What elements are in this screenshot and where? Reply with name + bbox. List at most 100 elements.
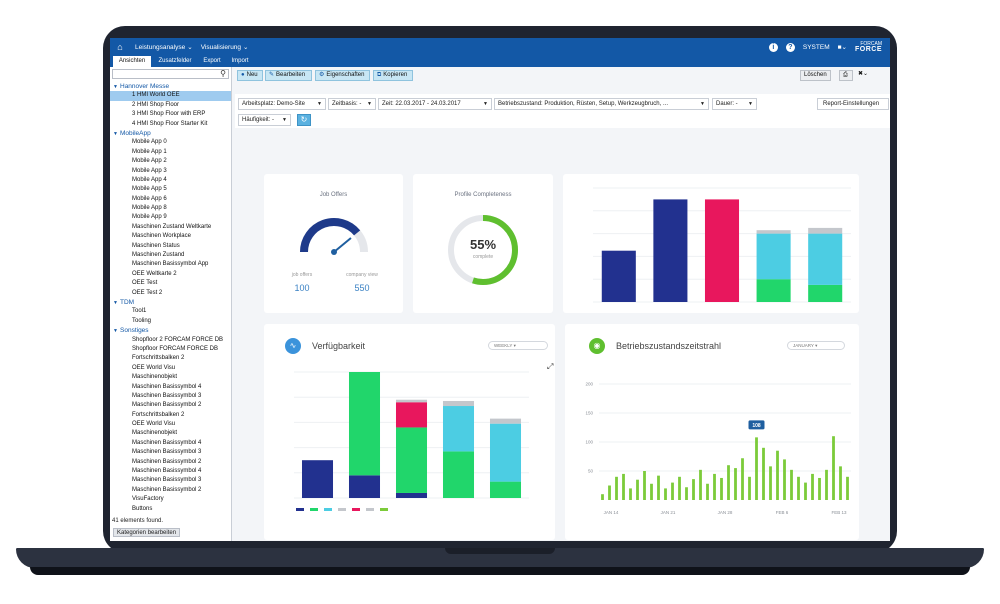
expand-icon[interactable]: ▼ bbox=[113, 299, 118, 306]
timeline-bar bbox=[699, 469, 702, 500]
home-icon[interactable]: ⌂ bbox=[117, 42, 123, 52]
tree-item[interactable]: Fortschrittsbalken 2 bbox=[110, 411, 231, 420]
tree-item[interactable]: Maschinenobjekt bbox=[110, 429, 231, 438]
refresh-icon: ↻ bbox=[300, 115, 308, 124]
print-icon[interactable]: ⎙ bbox=[839, 70, 853, 81]
tree-group[interactable]: ▼ Hannover Messe bbox=[110, 82, 231, 91]
bar-segment bbox=[653, 199, 688, 302]
filter-frequency[interactable]: Häufigkeit: - ▼ bbox=[238, 114, 291, 126]
menu-leistungsanalyse[interactable]: Leistungsanalyse ⌄ bbox=[135, 43, 193, 52]
tree-item[interactable]: Buttons bbox=[110, 505, 231, 514]
tree-item[interactable]: Maschinen Basissymbol 2 bbox=[110, 401, 231, 410]
tree-item[interactable]: Mobile App 3 bbox=[110, 167, 231, 176]
tree-item[interactable]: VisuFactory bbox=[110, 495, 231, 504]
tree-group[interactable]: ▼ TDM bbox=[110, 298, 231, 307]
filter-duration[interactable]: Dauer: - ▼ bbox=[712, 98, 757, 110]
tree-item[interactable]: Maschinen Basissymbol 4 bbox=[110, 439, 231, 448]
tab-zusatzfelder[interactable]: Zusatzfelder bbox=[158, 58, 192, 64]
tree-item[interactable]: OEE Test bbox=[110, 279, 231, 288]
timeline-bar bbox=[657, 475, 660, 500]
tree-item[interactable]: 2 HMI Shop Floor bbox=[110, 101, 231, 110]
tree-item[interactable]: Maschinen Basissymbol 4 bbox=[110, 467, 231, 476]
new-button[interactable]: ● Neu bbox=[237, 70, 263, 81]
tree-item[interactable]: Maschinen Zustand bbox=[110, 251, 231, 260]
tree-item[interactable]: Shopfloor FORCAM FORCE DB bbox=[110, 345, 231, 354]
delete-button[interactable]: Löschen bbox=[800, 70, 831, 81]
expand-icon[interactable]: ⤢ bbox=[547, 362, 554, 371]
tree-item-label: Maschinen Basissymbol 3 bbox=[132, 477, 202, 484]
tree-item[interactable]: Maschinen Status bbox=[110, 242, 231, 251]
bar-segment bbox=[348, 475, 381, 498]
tree-item[interactable]: OEE Test 2 bbox=[110, 289, 231, 298]
logo-bottom: FORCE bbox=[855, 46, 882, 53]
filter-timebase[interactable]: Zeitbasis: - ▼ bbox=[328, 98, 376, 110]
tree-item-label: Mobile App 1 bbox=[132, 148, 167, 155]
tree-item[interactable]: Maschinenobjekt bbox=[110, 373, 231, 382]
tree-item[interactable]: Maschinen Basissymbol 2 bbox=[110, 486, 231, 495]
tree-item[interactable]: Maschinen Basissymbol 4 bbox=[110, 383, 231, 392]
tree-item-label: MobileApp bbox=[120, 129, 151, 137]
tree-item[interactable]: Maschinen Basissymbol 3 bbox=[110, 448, 231, 457]
tree-item[interactable]: OEE World Visu bbox=[110, 364, 231, 373]
tree-item[interactable]: Maschinen Zustand Weltkarte bbox=[110, 223, 231, 232]
filter-opstate[interactable]: Betriebszustand: Produktion, Rüsten, Set… bbox=[494, 98, 709, 110]
search-input[interactable]: ⚲ bbox=[112, 69, 229, 79]
copy-button[interactable]: ⧉ Kopieren bbox=[373, 70, 413, 81]
tree-item[interactable]: OEE World Visu bbox=[110, 420, 231, 429]
user-icon[interactable]: ■⌄ bbox=[837, 44, 847, 51]
tree-item[interactable]: Mobile App 1 bbox=[110, 148, 231, 157]
expand-icon[interactable]: ▼ bbox=[113, 84, 118, 90]
tree-item[interactable]: Maschinen Basissymbol 3 bbox=[110, 392, 231, 401]
tree-item[interactable]: Maschinen Basissymbol 3 bbox=[110, 476, 231, 485]
tree-item-label: OEE Test bbox=[132, 280, 158, 287]
availability-filter[interactable]: WEEKLY ▾ bbox=[488, 341, 548, 350]
info-icon[interactable]: i bbox=[768, 42, 778, 52]
tree-item[interactable]: Tooling bbox=[110, 317, 231, 326]
company-view-value: 550 bbox=[354, 283, 370, 293]
tree-item[interactable]: Tool1 bbox=[110, 307, 231, 316]
edit-categories-button[interactable]: Kategorien bearbeiten bbox=[113, 528, 181, 537]
timeline-bar bbox=[692, 479, 695, 500]
tree-item[interactable]: Mobile App 2 bbox=[110, 157, 231, 166]
company-view-label: company view bbox=[346, 272, 378, 278]
tree-item[interactable]: Mobile App 6 bbox=[110, 195, 231, 204]
tree-item[interactable]: Mobile App 0 bbox=[110, 138, 231, 147]
chevron-down-icon: ▼ bbox=[367, 101, 372, 107]
tree-item-label: OEE Weltkarte 2 bbox=[132, 270, 177, 277]
timeline-filter[interactable]: JANUARY ▾ bbox=[787, 341, 845, 350]
tree-item[interactable]: 1 HMI World OEE bbox=[110, 91, 231, 101]
tools-icon[interactable]: ✖⌄ bbox=[858, 71, 869, 77]
tree-item[interactable]: Fortschrittsbalken 2 bbox=[110, 354, 231, 363]
tree-item-label: VisuFactory bbox=[132, 496, 164, 503]
tab-ansichten[interactable]: Ansichten bbox=[113, 56, 151, 67]
filter-period[interactable]: Zeit: 22.03.2017 - 24.03.2017 ▼ bbox=[378, 98, 492, 110]
edit-button[interactable]: ✎ Bearbeiten bbox=[265, 70, 312, 81]
tree-item[interactable]: Mobile App 4 bbox=[110, 176, 231, 185]
tree-item[interactable]: Maschinen Workplace bbox=[110, 232, 231, 241]
menu-label: Visualisierung bbox=[200, 43, 242, 51]
filter-workplace[interactable]: Arbeitsplatz: Demo-Site ▼ bbox=[238, 98, 326, 110]
tree-group[interactable]: ▼ Sonstiges bbox=[110, 326, 231, 335]
tab-import[interactable]: Import bbox=[231, 58, 249, 64]
report-settings-button[interactable]: Report-Einstellungen bbox=[817, 98, 889, 110]
search-icon[interactable]: ⚲ bbox=[220, 69, 226, 78]
tab-export[interactable]: Export bbox=[203, 58, 221, 64]
tree-item[interactable]: 4 HMI Shop Floor Starter Kit bbox=[110, 120, 231, 129]
tree-item[interactable]: Shopfloor 2 FORCAM FORCE DB bbox=[110, 336, 231, 345]
tree-group[interactable]: ▼ MobileApp bbox=[110, 129, 231, 138]
tree-item[interactable]: 3 HMI Shop Floor with ERP bbox=[110, 110, 231, 119]
menu-visualisierung[interactable]: Visualisierung ⌄ bbox=[200, 43, 249, 52]
properties-button[interactable]: ⚙ Eigenschaften bbox=[315, 70, 370, 81]
expand-icon[interactable]: ▼ bbox=[113, 130, 118, 137]
refresh-button[interactable]: ↻ bbox=[297, 114, 311, 126]
tree-item[interactable]: Mobile App 8 bbox=[110, 204, 231, 213]
help-icon[interactable]: ? bbox=[785, 42, 795, 52]
tree-item[interactable]: Mobile App 9 bbox=[110, 213, 231, 222]
tree-item[interactable]: Maschinen Basissymbol 2 bbox=[110, 458, 231, 467]
expand-icon[interactable]: ▼ bbox=[113, 328, 118, 335]
view-tree: ▼ Hannover Messe 1 HMI World OEE 2 HMI Shop… bbox=[110, 82, 231, 522]
tree-item[interactable]: Mobile App 5 bbox=[110, 185, 231, 194]
timeline-bar bbox=[629, 488, 632, 500]
tree-item[interactable]: Maschinen Basissymbol App bbox=[110, 260, 231, 269]
tree-item[interactable]: OEE Weltkarte 2 bbox=[110, 270, 231, 279]
